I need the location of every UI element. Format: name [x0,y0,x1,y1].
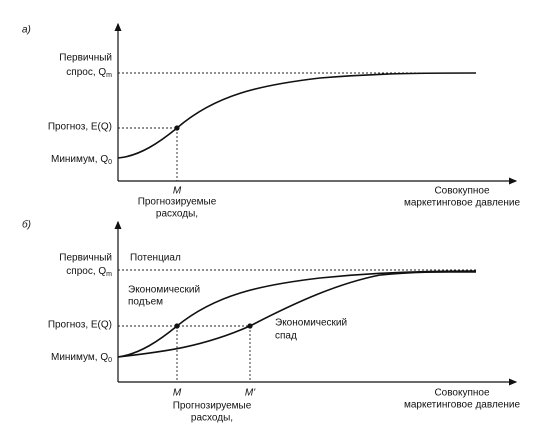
x-axis-label: маркетинговое давление [404,198,520,209]
y-label: Прогноз, E(Q) [48,320,112,331]
x-label: M [173,388,182,399]
x-axis-label: маркетинговое давление [404,400,520,411]
y-label: спрос, Qm [66,67,112,79]
x-label: Прогнозируемые [173,401,252,412]
curve-boom [117,270,477,358]
annotation: Потенциал [130,253,181,264]
curve-recession [117,271,477,358]
x-label: Прогнозируемые [138,197,217,208]
point [174,125,180,131]
x-label: M [173,186,182,197]
y-label: Минимум, Q0 [51,352,112,364]
annotation: Экономический [128,285,200,296]
x-label: расходы, [156,209,198,220]
x-label: расходы, [191,413,233,424]
y-label: Минимум, Q0 [51,154,112,166]
point [174,323,180,329]
y-label: Прогноз, E(Q) [48,122,112,133]
curve [117,72,477,159]
panel-a: а) Первичный спрос, Qm Прогноз, E(Q) Мин… [22,22,520,220]
panel-label: б) [22,219,31,231]
annotation: подъем [128,297,163,308]
y-label: Первичный [59,53,112,64]
point [247,323,253,329]
y-label: Первичный [59,253,112,264]
x-axis-label: Совокупное [434,388,490,399]
x-label: M' [245,388,256,399]
panel-b: б) Первичный спрос, Qm Прогноз, E(Q) Мин… [22,219,520,424]
x-axis-label: Совокупное [434,186,490,197]
panel-label: а) [22,25,31,36]
annotation: Экономический [275,318,347,329]
y-label: спрос, Qm [66,266,112,278]
annotation: спад [275,331,297,342]
